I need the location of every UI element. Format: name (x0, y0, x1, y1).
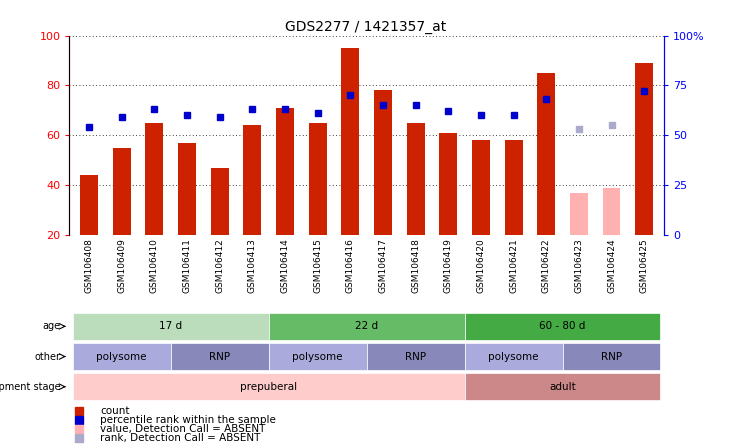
Bar (308, 123, 327, 235)
Text: value, Detection Call = ABSENT: value, Detection Call = ABSENT (100, 424, 266, 434)
Text: 22 d: 22 d (355, 321, 378, 331)
Bar (439, 133, 457, 235)
Text: age: age (42, 321, 60, 331)
Bar (465, 343, 563, 370)
Bar (178, 143, 196, 235)
Bar (465, 313, 661, 340)
Text: polysome: polysome (488, 352, 539, 361)
Bar (563, 343, 661, 370)
Bar (602, 188, 621, 235)
Bar (72, 343, 170, 370)
Text: prepuberal: prepuberal (240, 382, 298, 392)
Text: 17 d: 17 d (159, 321, 182, 331)
Text: development stage: development stage (0, 382, 60, 392)
Bar (570, 193, 588, 235)
Bar (276, 108, 294, 235)
Text: RNP: RNP (601, 352, 622, 361)
Text: count: count (100, 406, 130, 416)
Text: RNP: RNP (405, 352, 426, 361)
Text: 60 - 80 d: 60 - 80 d (539, 321, 586, 331)
Bar (211, 168, 229, 235)
Bar (170, 343, 268, 370)
Bar (145, 123, 163, 235)
Bar (472, 140, 490, 235)
Bar (537, 73, 555, 235)
Text: other: other (34, 352, 60, 361)
Text: percentile rank within the sample: percentile rank within the sample (100, 415, 276, 425)
Bar (72, 313, 268, 340)
Bar (635, 63, 653, 235)
Bar (504, 140, 523, 235)
Bar (268, 343, 366, 370)
Bar (366, 343, 465, 370)
Bar (268, 313, 465, 340)
Bar (72, 373, 465, 400)
Text: polysome: polysome (292, 352, 343, 361)
Text: GDS2277 / 1421357_at: GDS2277 / 1421357_at (285, 20, 446, 34)
Text: rank, Detection Call = ABSENT: rank, Detection Call = ABSENT (100, 433, 261, 443)
Bar (243, 126, 261, 235)
Bar (465, 373, 661, 400)
Bar (341, 48, 359, 235)
Bar (113, 148, 131, 235)
Text: RNP: RNP (209, 352, 230, 361)
Text: polysome: polysome (96, 352, 147, 361)
Bar (80, 175, 98, 235)
Text: adult: adult (549, 382, 576, 392)
Bar (374, 91, 392, 235)
Bar (406, 123, 425, 235)
